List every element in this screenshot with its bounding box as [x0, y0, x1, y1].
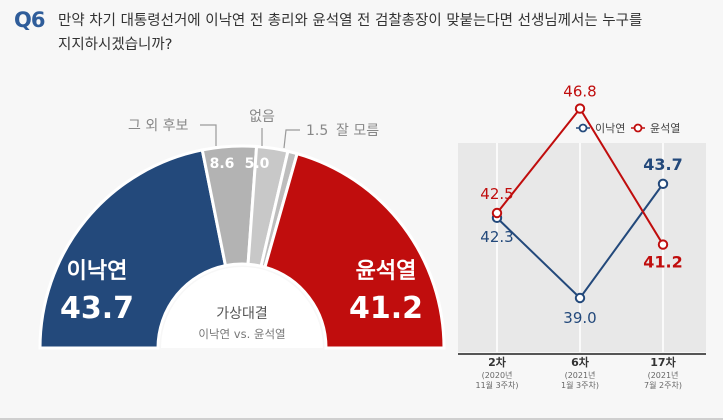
category-sublabel: 7월 2주차) [644, 380, 682, 390]
category-sublabel: 1월 3주차) [561, 380, 599, 390]
callout-label: 그 외 후보 [128, 118, 189, 134]
question-text-line2: 지지하시겠습니까? [58, 37, 173, 53]
center-sublabel: 이낙연 vs. 윤석열 [198, 327, 285, 341]
data-point [574, 292, 586, 304]
question-text-line1: 만약 차기 대통령선거에 이낙연 전 총리와 윤석열 전 검찰총장이 맞붙는다면… [58, 13, 643, 29]
legend-marker [633, 123, 643, 133]
center-label: 가상대결 [216, 306, 268, 322]
category-sublabel: (2021년 [648, 370, 679, 380]
data-point [657, 239, 669, 250]
category-label: 17차 [650, 355, 676, 369]
data-point [574, 103, 586, 114]
data-label: 42.3 [480, 228, 513, 246]
slice-label: 윤석열 [356, 259, 417, 284]
category-label: 2차 [488, 355, 507, 369]
slice-value: 5.0 [245, 156, 270, 172]
legend-label: 이낙연 [595, 122, 625, 135]
question-text: 만약 차기 대통령선거에 이낙연 전 총리와 윤석열 전 검찰총장이 맞붙는다면… [58, 9, 698, 57]
slice-value: 41.2 [349, 291, 423, 326]
slice-value: 8.6 [210, 156, 235, 172]
legend-label: 윤석열 [650, 122, 680, 135]
data-label: 41.2 [643, 253, 682, 272]
center-disc [161, 267, 323, 348]
callout-label: 잘 모름 [336, 123, 379, 139]
category-sublabel: (2021년 [565, 370, 596, 380]
category-sublabel: 11월 3주차) [475, 380, 518, 390]
data-label: 39.0 [563, 309, 596, 327]
data-label: 46.8 [563, 83, 596, 101]
legend-marker [578, 123, 588, 133]
semicircle-slice [263, 151, 446, 350]
callout-line [283, 129, 300, 149]
category-sublabel: (2020년 [482, 370, 513, 380]
data-label: 42.5 [480, 185, 513, 203]
semicircle-slice [38, 148, 228, 350]
data-point [491, 207, 503, 219]
data-point [657, 178, 669, 190]
slice-value: 43.7 [60, 291, 134, 326]
slice-value: 1.5 [306, 123, 328, 139]
slice-label: 이낙연 [67, 259, 128, 284]
question-number: Q6 [14, 8, 45, 32]
callout-line [200, 124, 217, 146]
data-label: 43.7 [643, 155, 682, 174]
callout-label: 없음 [249, 109, 275, 125]
category-label: 6차 [571, 355, 590, 369]
